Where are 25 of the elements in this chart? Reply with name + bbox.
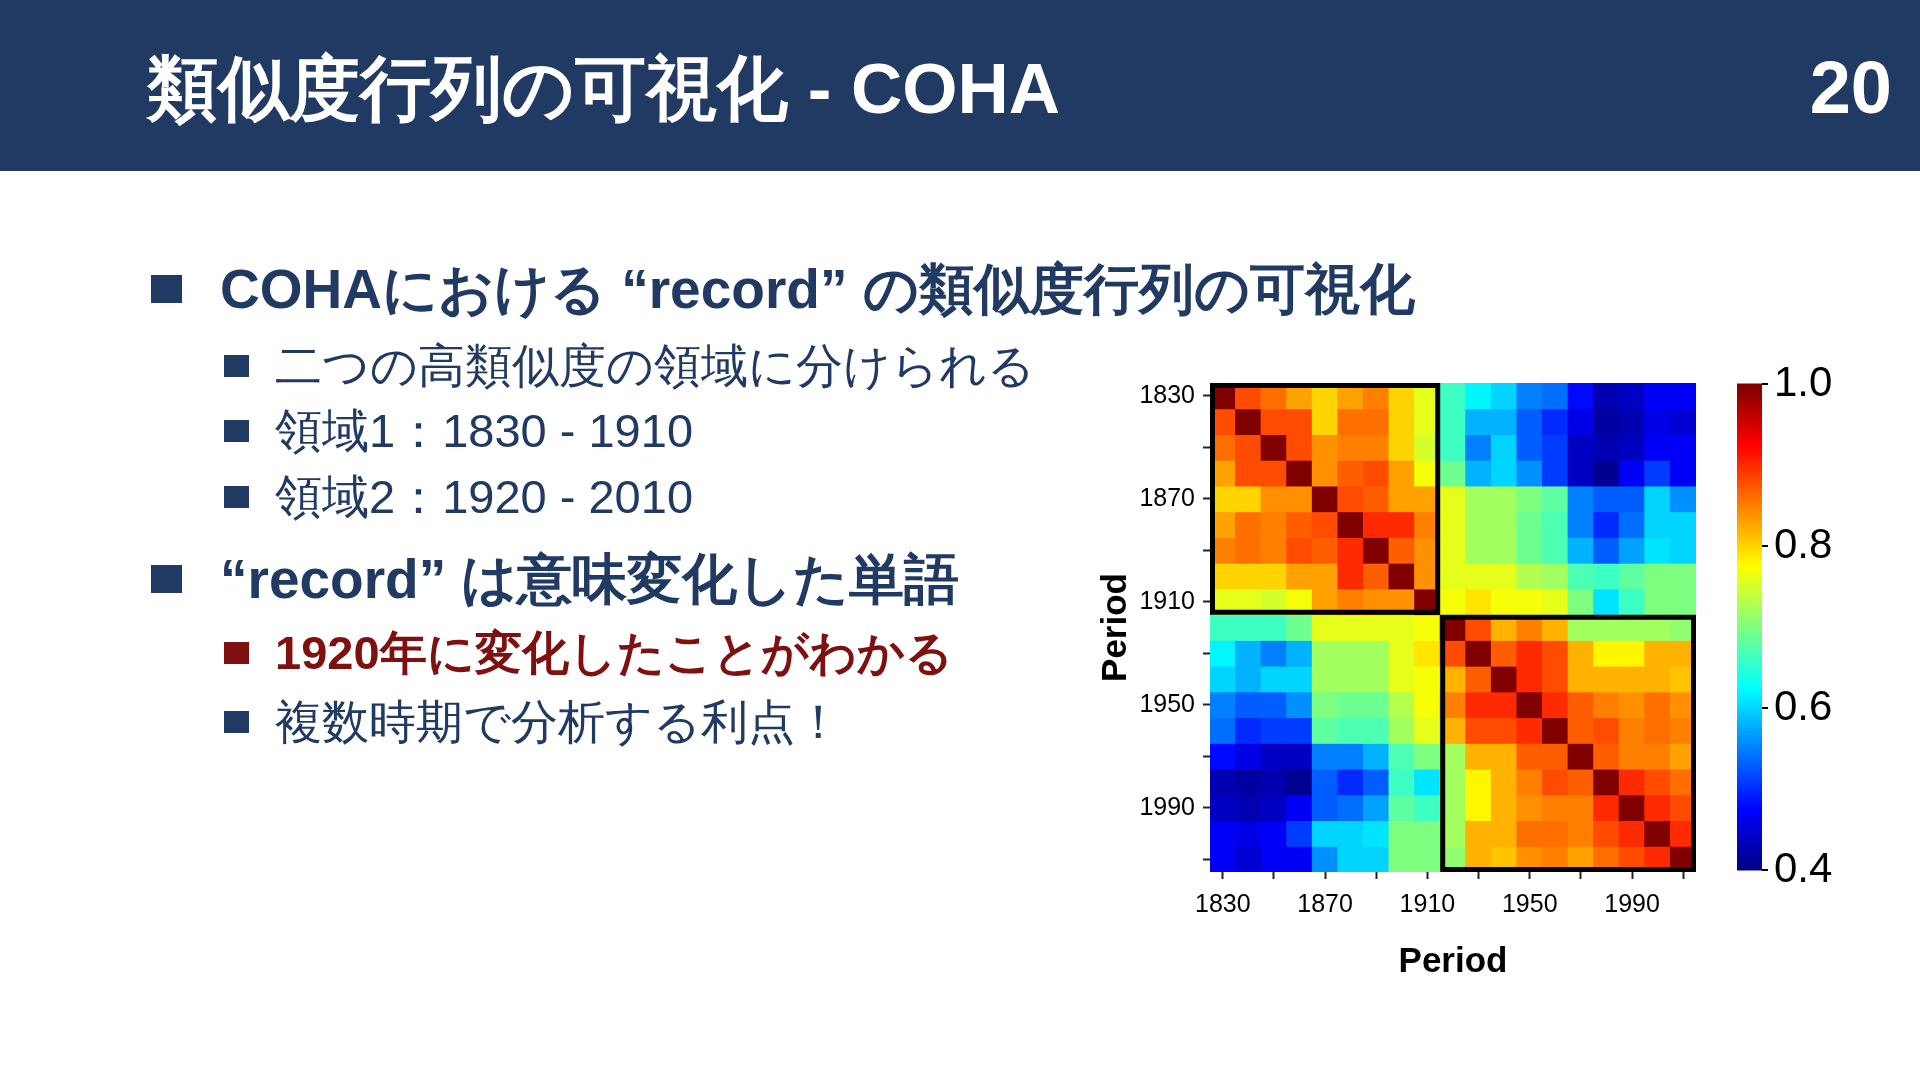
x-tick-label: 1830 [1194, 888, 1251, 917]
y-axis-title: Period [1093, 573, 1133, 682]
x-tick-label: 1870 [1297, 888, 1353, 917]
y-tick-label: 1950 [1139, 688, 1195, 717]
y-tick-label: 1830 [1139, 379, 1195, 408]
text: COHAにおける “record” の類似度行列の可視化 [220, 257, 1415, 320]
text: 20 [1809, 46, 1892, 129]
text: 領域2：1920 - 2010 [275, 470, 694, 524]
y-tick-label: 1990 [1139, 791, 1195, 820]
text: 領域1：1830 - 1910 [275, 404, 694, 458]
y-tick-label: 1910 [1139, 585, 1195, 614]
y-tick-label: 1870 [1139, 482, 1195, 511]
x-axis-title: Period [1398, 939, 1508, 979]
color-bar-label: 0.4 [1774, 843, 1833, 891]
text: 複数時期で分析する利点！ [275, 695, 842, 749]
text: “record” は意味変化した単語 [220, 547, 960, 610]
x-tick-label: 1910 [1399, 888, 1456, 917]
color-bar-label: 0.6 [1774, 681, 1833, 729]
text: 類似度行列の可視化 - COHA [147, 48, 1061, 128]
x-tick-label: 1990 [1604, 888, 1660, 917]
color-bar-label: 1.0 [1774, 357, 1833, 405]
text: 二つの高類似度の領域に分けられる [275, 339, 1035, 393]
text: 1920年に変化したことがわかる [275, 626, 953, 680]
x-tick-label: 1950 [1501, 888, 1558, 917]
color-bar-label: 0.8 [1774, 519, 1833, 567]
